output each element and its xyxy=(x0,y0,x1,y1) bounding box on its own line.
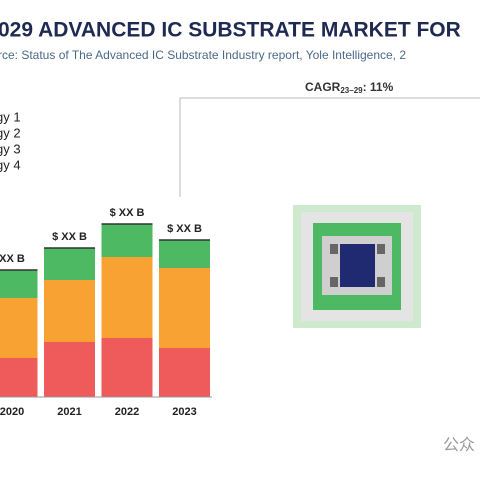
bar-segment xyxy=(159,348,210,397)
legend-label: gy 2 xyxy=(0,125,21,140)
bar-annotation: $ XX B xyxy=(167,223,202,235)
bar-segment xyxy=(44,248,95,280)
chart-title: 029 ADVANCED IC SUBSTRATE MARKET FOR xyxy=(0,19,461,42)
chip-pad xyxy=(330,244,338,254)
chip-pad xyxy=(330,277,338,287)
bar-segment xyxy=(101,257,153,338)
bar-annotation: XX B xyxy=(0,253,25,265)
cagr: CAGR23–29: 11% xyxy=(305,80,394,95)
bar-segment xyxy=(159,268,210,348)
x-tick-label: 2021 xyxy=(57,406,81,418)
bar-segment xyxy=(0,270,38,298)
x-tick-label: 2020 xyxy=(0,406,24,418)
bar-segment xyxy=(0,298,38,358)
legend-label: gy 1 xyxy=(0,109,21,124)
chip-illustration xyxy=(293,205,421,328)
legend-label: gy 3 xyxy=(0,141,21,156)
legend-label: gy 4 xyxy=(0,157,21,172)
chip-die xyxy=(340,244,375,287)
chart-subtitle: rce: Status of The Advanced IC Substrate… xyxy=(0,48,406,62)
bar-annotation: $ XX B xyxy=(110,207,145,219)
watermark: 公众 xyxy=(443,436,475,454)
bar-segment xyxy=(101,338,153,397)
bar-segment xyxy=(159,240,210,268)
chip-pad xyxy=(377,244,385,254)
cagr-value: : 11% xyxy=(363,80,394,94)
bar-segment xyxy=(44,280,95,342)
x-tick-label: 2022 xyxy=(115,406,139,418)
bar-segment xyxy=(44,342,95,397)
x-tick-label: 2023 xyxy=(172,406,196,418)
chip-pad xyxy=(377,277,385,287)
bar-segment xyxy=(0,358,38,397)
bar-segment xyxy=(101,224,153,257)
cagr-label: CAGR xyxy=(305,80,341,94)
cagr-sub: 23–29 xyxy=(340,86,363,95)
cagr-bracket xyxy=(179,97,480,197)
bar-annotation: $ XX B xyxy=(52,231,87,243)
